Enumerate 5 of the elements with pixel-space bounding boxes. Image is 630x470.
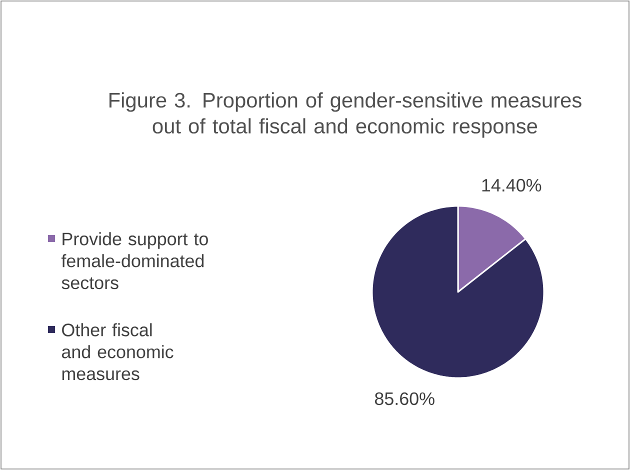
chart-title: Figure 3. Proportion of gender-sensitive measures out of total fiscal and economic response xyxy=(110,92,582,138)
legend-label: Provide support to female-dominated sectors xyxy=(61,232,208,290)
legend-label: Other fiscal and economic measures xyxy=(62,323,174,380)
data-label: 14.40% xyxy=(482,178,542,192)
data-label: 85.60% xyxy=(374,392,434,406)
